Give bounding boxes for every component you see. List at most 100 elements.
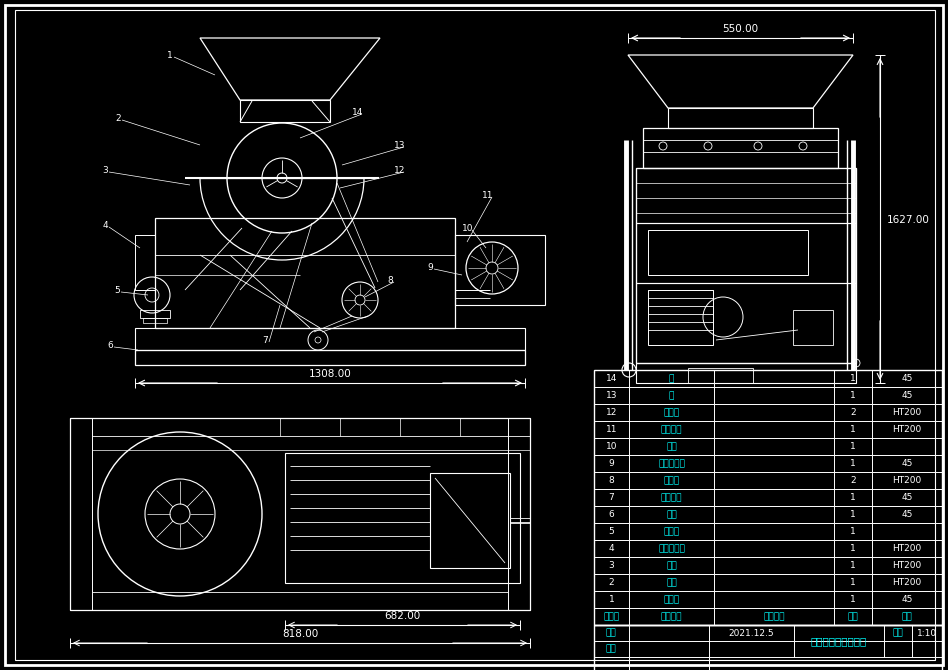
Text: 电动机: 电动机 xyxy=(664,527,680,536)
Bar xyxy=(143,318,167,323)
Text: 进料斗: 进料斗 xyxy=(664,595,680,604)
Text: 4: 4 xyxy=(102,220,108,230)
Text: 比例: 比例 xyxy=(893,628,903,637)
Bar xyxy=(793,310,833,345)
Text: HT200: HT200 xyxy=(892,544,921,553)
Text: 12: 12 xyxy=(394,165,406,174)
Text: 45: 45 xyxy=(902,459,913,468)
Text: 7: 7 xyxy=(263,336,268,344)
Text: 3: 3 xyxy=(609,561,614,570)
Bar xyxy=(643,128,838,168)
Text: 11: 11 xyxy=(606,425,617,434)
Text: 机架: 机架 xyxy=(666,510,677,519)
Text: 8: 8 xyxy=(387,275,392,285)
Text: 1: 1 xyxy=(609,595,614,604)
Text: 11: 11 xyxy=(483,190,494,200)
Bar xyxy=(70,418,530,610)
Text: 项目号: 项目号 xyxy=(604,612,620,621)
Text: 1: 1 xyxy=(850,578,856,587)
Text: 1627.00: 1627.00 xyxy=(886,215,929,225)
Text: 审核: 审核 xyxy=(606,645,616,653)
Text: 13: 13 xyxy=(394,141,406,149)
Bar xyxy=(430,473,510,568)
Text: 45: 45 xyxy=(902,391,913,400)
Text: 5: 5 xyxy=(609,527,614,536)
Text: 大带轮: 大带轮 xyxy=(664,408,680,417)
Bar xyxy=(135,328,525,350)
Text: 键: 键 xyxy=(668,374,674,383)
Bar xyxy=(135,235,155,290)
Bar xyxy=(668,108,813,128)
Text: HT200: HT200 xyxy=(892,578,921,587)
Text: 1308.00: 1308.00 xyxy=(309,369,352,379)
Text: 1: 1 xyxy=(850,510,856,519)
Bar xyxy=(636,363,856,383)
Text: 10: 10 xyxy=(606,442,617,451)
Bar xyxy=(455,235,545,305)
Bar xyxy=(285,453,520,583)
Bar xyxy=(648,290,713,345)
Text: 45: 45 xyxy=(902,493,913,502)
Text: 7: 7 xyxy=(609,493,614,502)
Text: 3: 3 xyxy=(102,165,108,174)
Text: 8: 8 xyxy=(609,476,614,485)
Text: 2: 2 xyxy=(850,408,856,417)
Bar xyxy=(508,418,530,610)
Bar xyxy=(70,418,92,610)
Text: 1: 1 xyxy=(850,459,856,468)
Text: 2: 2 xyxy=(609,578,614,587)
Text: 零件代号: 零件代号 xyxy=(763,612,785,621)
Text: 1: 1 xyxy=(850,561,856,570)
Text: 13: 13 xyxy=(606,391,617,400)
Bar xyxy=(240,100,330,122)
Text: HT200: HT200 xyxy=(892,476,921,485)
Bar xyxy=(155,218,455,328)
Bar xyxy=(688,368,753,383)
Text: 45: 45 xyxy=(902,510,913,519)
Text: 1: 1 xyxy=(850,374,856,383)
Text: 45: 45 xyxy=(902,595,913,604)
Text: 轴: 轴 xyxy=(668,391,674,400)
Text: 零件名称: 零件名称 xyxy=(661,612,683,621)
Text: 1: 1 xyxy=(850,442,856,451)
Text: 1: 1 xyxy=(850,493,856,502)
Text: HT200: HT200 xyxy=(892,425,921,434)
Text: 2: 2 xyxy=(116,113,120,123)
Text: 2021.12.5: 2021.12.5 xyxy=(729,628,775,637)
Text: 1: 1 xyxy=(850,595,856,604)
Text: 14: 14 xyxy=(606,374,617,383)
Text: 14: 14 xyxy=(353,107,364,117)
Text: 9: 9 xyxy=(609,459,614,468)
Bar xyxy=(594,370,942,625)
Text: 花生壳出口: 花生壳出口 xyxy=(658,459,685,468)
Text: 5: 5 xyxy=(114,285,119,295)
Text: 小带轮: 小带轮 xyxy=(664,476,680,485)
Text: 振动筛网: 振动筛网 xyxy=(661,493,683,502)
Bar xyxy=(636,168,856,223)
Text: 1: 1 xyxy=(850,527,856,536)
Text: HT200: HT200 xyxy=(892,408,921,417)
Text: 1: 1 xyxy=(167,50,173,60)
Text: 6: 6 xyxy=(107,340,113,350)
Text: 材料: 材料 xyxy=(902,612,912,621)
Bar xyxy=(636,168,856,363)
Text: 数量: 数量 xyxy=(848,612,858,621)
Text: 2: 2 xyxy=(850,476,856,485)
Text: 1: 1 xyxy=(850,544,856,553)
Text: 12: 12 xyxy=(606,408,617,417)
Text: 45: 45 xyxy=(902,374,913,383)
Text: HT200: HT200 xyxy=(892,561,921,570)
Bar xyxy=(135,350,525,365)
Bar xyxy=(636,283,856,363)
Text: 6: 6 xyxy=(609,510,614,519)
Text: 筱盖: 筱盖 xyxy=(666,578,677,587)
Text: 制图: 制图 xyxy=(606,628,616,637)
Text: 4: 4 xyxy=(609,544,614,553)
Text: 818.00: 818.00 xyxy=(282,629,319,639)
Text: 风控开关: 风控开关 xyxy=(661,425,683,434)
Text: 9: 9 xyxy=(428,263,433,271)
Text: 10: 10 xyxy=(463,224,474,232)
Text: 新型家用花生脱壳器: 新型家用花生脱壳器 xyxy=(811,636,867,646)
Bar xyxy=(140,310,170,318)
Text: 550.00: 550.00 xyxy=(722,24,758,34)
